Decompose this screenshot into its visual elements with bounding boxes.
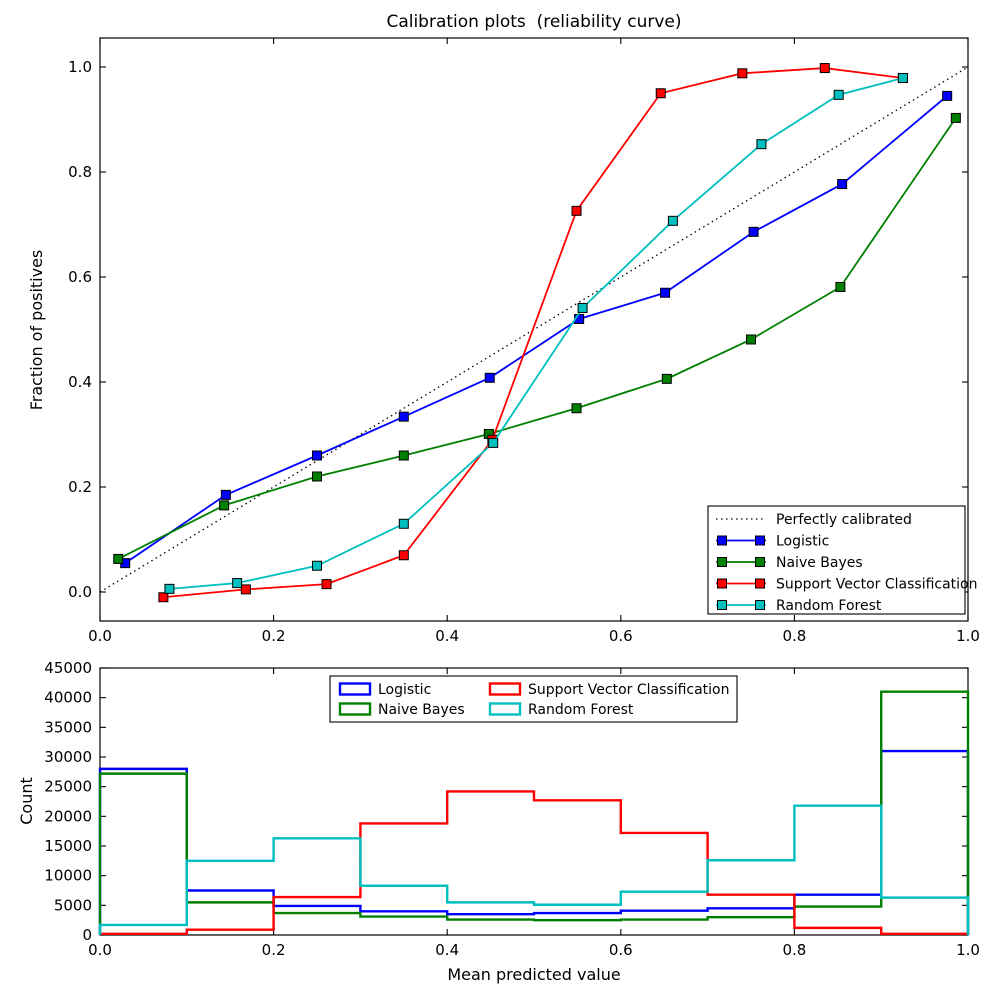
- bottom-chart-ytick-label: 35000: [44, 718, 92, 736]
- top-chart-xtick-label: 0.4: [435, 627, 459, 645]
- bottom-chart-ytick-label: 15000: [44, 837, 92, 855]
- bottom-chart-hist-random-forest: [98, 804, 970, 935]
- bottom-chart-xtick-label: 0.0: [88, 941, 112, 959]
- top-legend-label-logistic: Logistic: [776, 534, 829, 550]
- bottom-chart-ytick-label: 40000: [44, 689, 92, 707]
- top-legend-label-random-forest: Random Forest: [776, 598, 882, 614]
- bottom-chart-legend: Logistic Naive Bayes Support Vector Classi…: [329, 675, 738, 723]
- bottom-chart-xtick-label: 0.2: [262, 941, 286, 959]
- bottom-chart-ytick-label: 45000: [44, 659, 92, 677]
- bottom-legend-label-support-vector-classification: Support Vector Classification: [528, 682, 730, 698]
- bottom-chart-ytick-label: 5000: [54, 896, 92, 914]
- top-chart-series-random-forest: [164, 73, 908, 594]
- bottom-legend-label-logistic: Logistic: [378, 682, 431, 698]
- top-chart-ytick-label: 0.2: [68, 478, 92, 496]
- top-chart-ytick-label: 0.0: [68, 583, 92, 601]
- top-chart-ylabel: Fraction of positives: [27, 250, 46, 411]
- top-chart-xtick-label: 0.8: [782, 627, 806, 645]
- bottom-chart-ytick-label: 30000: [44, 748, 92, 766]
- top-chart-plot-area: [100, 63, 968, 603]
- top-legend-label-perfectly-calibrated: Perfectly calibrated: [776, 512, 912, 528]
- bottom-chart-ylabel: Count: [17, 777, 36, 825]
- bottom-legend-label-naive-bayes: Naive Bayes: [378, 702, 465, 718]
- top-chart-xtick-label: 0.2: [262, 627, 286, 645]
- bottom-chart-ytick-label: 0: [82, 926, 92, 944]
- top-chart-xtick-label: 0.0: [88, 627, 112, 645]
- bottom-chart-count-histogram: 0.0 0.2 0.4 0.6 0.8 1.0 0 5000 10000 15000 20000 25…: [44, 659, 980, 959]
- top-chart-reference-line-perfectly-calibrated: [100, 66, 968, 593]
- top-chart-ytick-label: 0.4: [68, 373, 92, 391]
- top-chart-xtick-label: 0.6: [609, 627, 633, 645]
- bottom-chart-ticks: 0.0 0.2 0.4 0.6 0.8 1.0 0 5000 10000 15000 20000 25…: [44, 659, 980, 959]
- bottom-chart-xtick-label: 1.0: [956, 941, 980, 959]
- bottom-chart-xlabel: Mean predicted value: [447, 965, 620, 984]
- top-chart-series-logistic: [120, 90, 953, 569]
- bottom-chart-xtick-label: 0.4: [435, 941, 459, 959]
- top-chart-title: Calibration plots (reliability curve): [386, 12, 681, 32]
- top-chart-xtick-label: 1.0: [956, 627, 980, 645]
- bottom-chart-ytick-label: 25000: [44, 778, 92, 796]
- top-chart-ytick-label: 0.6: [68, 268, 92, 286]
- bottom-chart-xtick-label: 0.6: [609, 941, 633, 959]
- top-legend-label-support-vector-classification: Support Vector Classification: [776, 577, 978, 593]
- bottom-chart-hist-naive-bayes: [98, 690, 970, 935]
- top-chart-ytick-label: 1.0: [68, 58, 92, 76]
- bottom-chart-hist-support-vector-classification: [98, 790, 970, 936]
- bottom-legend-label-random-forest: Random Forest: [528, 702, 634, 718]
- bottom-chart-xtick-label: 0.8: [782, 941, 806, 959]
- top-chart-reliability-curve: 0.0 0.2 0.4 0.6 0.8 1.0 0.0 0.2 0.4 0.6 0.8 1.0 Perf…: [68, 37, 980, 645]
- bottom-chart-ytick-label: 20000: [44, 807, 92, 825]
- top-legend-label-naive-bayes: Naive Bayes: [776, 555, 863, 571]
- bottom-chart-hist-logistic: [98, 749, 970, 935]
- bottom-chart-ytick-label: 10000: [44, 867, 92, 885]
- top-chart-ticks: 0.0 0.2 0.4 0.6 0.8 1.0 0.0 0.2 0.4 0.6 0.8 1.0: [68, 38, 980, 645]
- top-chart-ytick-label: 0.8: [68, 163, 92, 181]
- top-chart-series-naive-bayes: [113, 112, 961, 564]
- top-chart-legend: Perfectly calibrated Logistic Naive Bayes S…: [707, 505, 978, 615]
